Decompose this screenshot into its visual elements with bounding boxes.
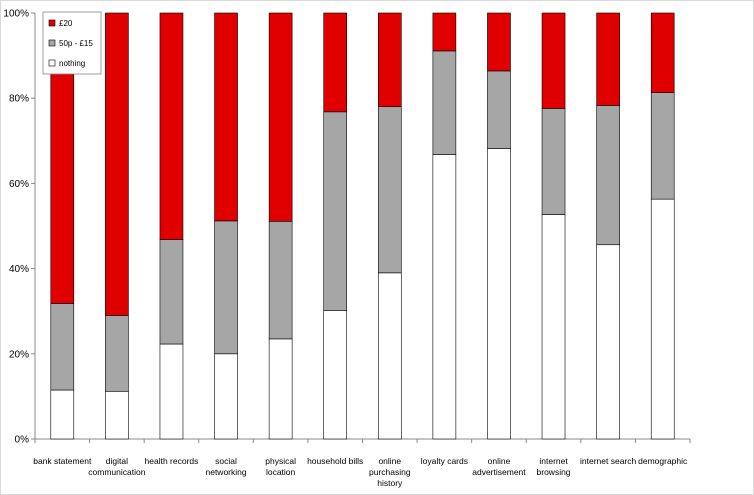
bar-segment bbox=[377, 106, 402, 274]
y-tick-label: 0% bbox=[15, 435, 30, 446]
x-tick-label: communication bbox=[88, 467, 145, 477]
y-tick-label: 40% bbox=[9, 264, 29, 275]
bar-segment bbox=[650, 92, 675, 200]
x-tick-label: online bbox=[378, 456, 401, 466]
x-tick-label: loyalty cards bbox=[421, 456, 468, 466]
x-tick-label: browsing bbox=[537, 467, 571, 477]
x-tick-label: physical bbox=[265, 456, 296, 466]
bar-segment bbox=[650, 12, 675, 93]
legend-swatch bbox=[48, 19, 56, 27]
bar-segment bbox=[50, 303, 75, 391]
x-tick-label: bank statement bbox=[33, 456, 92, 466]
bar-segment bbox=[323, 111, 348, 311]
x-tick-label: advertisement bbox=[472, 467, 526, 477]
bar-segment bbox=[105, 315, 129, 392]
bar-segment bbox=[323, 310, 348, 440]
bar-segment bbox=[432, 50, 457, 155]
legend-label: nothing bbox=[59, 59, 85, 68]
bar-segment bbox=[377, 12, 402, 108]
bar-segment bbox=[596, 105, 620, 246]
y-tick-label: 80% bbox=[9, 94, 29, 105]
x-tick-label: health records bbox=[145, 456, 199, 466]
bar-segment bbox=[50, 389, 75, 440]
legend-swatch bbox=[48, 39, 56, 47]
bar-segment bbox=[541, 12, 566, 109]
bar-segment bbox=[159, 239, 184, 345]
x-tick-label: internet bbox=[539, 456, 568, 466]
bar-segment bbox=[596, 12, 620, 106]
bar-segment bbox=[487, 148, 511, 440]
bar-segment bbox=[432, 154, 457, 440]
bar-segment bbox=[105, 390, 129, 440]
bar-segment bbox=[377, 272, 402, 440]
bar-segment bbox=[214, 353, 238, 440]
bar-segment bbox=[596, 244, 620, 440]
bar-segment bbox=[487, 12, 511, 72]
bar-segment bbox=[432, 12, 457, 52]
x-tick-label: digital bbox=[106, 456, 128, 466]
x-tick-label: demographic bbox=[638, 456, 688, 466]
legend-label: £20 bbox=[59, 19, 73, 28]
legend-swatch bbox=[48, 59, 56, 67]
bar-segment bbox=[214, 12, 238, 222]
x-tick-label: online bbox=[488, 456, 511, 466]
bar-segment bbox=[323, 12, 348, 113]
x-tick-label: purchasing bbox=[369, 467, 411, 477]
x-tick-label: household bills bbox=[307, 456, 363, 466]
y-tick-label: 100% bbox=[3, 9, 29, 20]
legend-label: 50p - £15 bbox=[59, 39, 93, 48]
bar-segment bbox=[541, 214, 566, 440]
x-tick-label: history bbox=[377, 478, 403, 488]
bar-segment bbox=[541, 108, 566, 215]
bar-segment bbox=[214, 220, 238, 355]
x-tick-label: social bbox=[215, 456, 237, 466]
bar-segment bbox=[650, 198, 675, 440]
bar-segment bbox=[268, 12, 293, 222]
bar-segment bbox=[268, 221, 293, 340]
x-tick-label: location bbox=[266, 467, 296, 477]
x-tick-label: networking bbox=[205, 467, 246, 477]
bar-segment bbox=[159, 343, 184, 440]
bar-segment bbox=[159, 12, 184, 240]
bar-segment bbox=[105, 12, 129, 316]
y-tick-label: 20% bbox=[9, 349, 29, 360]
x-tick-label: internet search bbox=[580, 456, 636, 466]
y-tick-label: 60% bbox=[9, 179, 29, 190]
bar-segment bbox=[487, 70, 511, 149]
bar-segment bbox=[268, 338, 293, 440]
